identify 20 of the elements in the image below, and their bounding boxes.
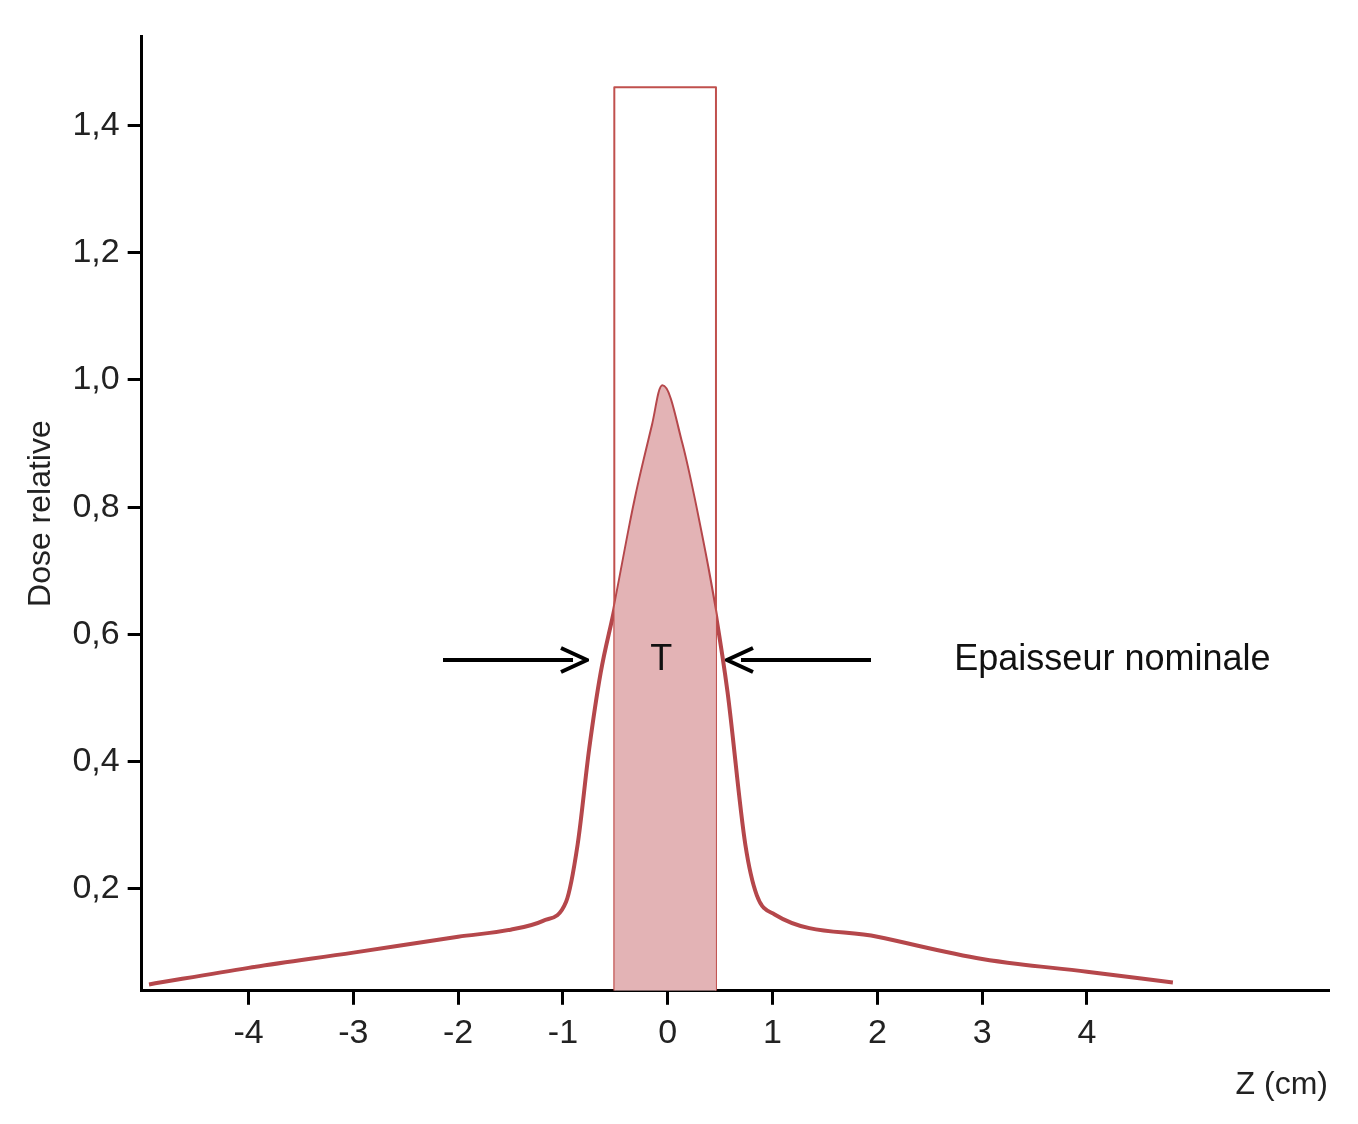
x-tick-label: -1 (547, 1011, 579, 1050)
x-tick-label: 3 (972, 1011, 992, 1050)
x-tick-label: 1 (763, 1011, 783, 1050)
y-tick-label: 0,2 (72, 867, 120, 906)
x-axis-title: Z (cm) (1235, 1064, 1328, 1101)
x-tick-label: 4 (1077, 1011, 1097, 1050)
y-tick-label: 0,8 (72, 485, 120, 524)
x-tick-label: -2 (443, 1011, 474, 1050)
y-axis-title: Dose relative (21, 420, 58, 607)
x-tick-label: -3 (338, 1011, 369, 1050)
x-tick-label: -4 (233, 1011, 264, 1050)
annotation: T (650, 636, 673, 678)
x-tick-label: 0 (658, 1011, 678, 1050)
annotation: Epaisseur nominale (954, 636, 1271, 678)
y-tick-label: 0,4 (72, 740, 120, 779)
x-tick-label: 2 (867, 1011, 887, 1050)
y-tick-label: 0,6 (72, 612, 120, 651)
y-tick-label: 1,0 (72, 358, 120, 397)
y-tick-label: 1,2 (72, 231, 120, 270)
y-tick-label: 1,4 (72, 103, 120, 142)
